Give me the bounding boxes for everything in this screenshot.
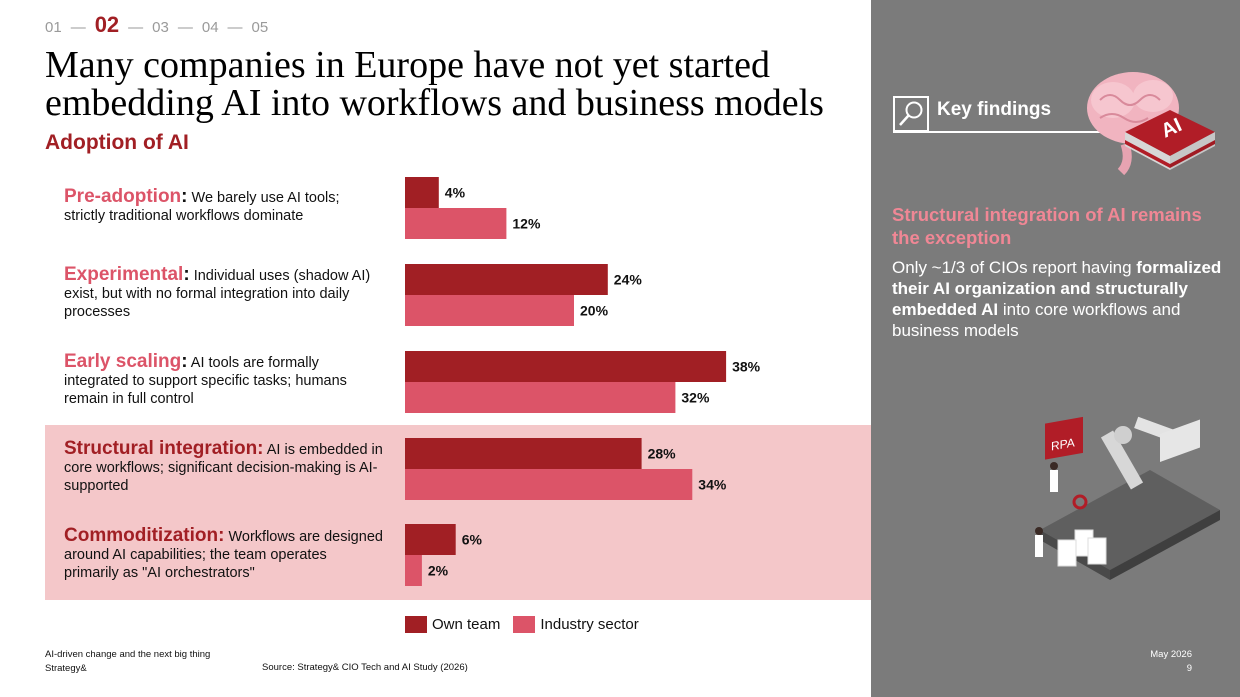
- robotic-process-automation-illustration: RPA: [1035, 416, 1220, 580]
- bar-own-team-4: [405, 438, 642, 469]
- bar-industry-sector-4: [405, 469, 693, 500]
- bar-industry-sector-3: [405, 382, 676, 413]
- legend-swatch: [405, 616, 427, 633]
- bar-own-team-5: [405, 524, 456, 555]
- bar-value-label: 34%: [698, 477, 727, 493]
- category-label: Pre-adoption: [64, 186, 182, 207]
- bar-industry-sector-1: [405, 208, 507, 239]
- category-label: Early scaling: [64, 351, 182, 372]
- step-navigation: 01 — 02 — 03 — 04 — 05: [45, 12, 268, 38]
- bar-industry-sector-5: [405, 555, 422, 586]
- step-04[interactable]: 04: [201, 19, 219, 36]
- bar-value-label: 2%: [428, 563, 449, 579]
- legend-item-own-team: Own team: [405, 616, 500, 633]
- category-structural-integration: Structural integration: AI is embedded i…: [64, 438, 384, 495]
- step-separator: —: [177, 19, 193, 36]
- category-experimental: Experimental: Individual uses (shadow AI…: [64, 264, 371, 320]
- bar-value-label: 24%: [614, 272, 643, 288]
- step-separator: —: [128, 19, 144, 36]
- brain-ai-icon: AI: [1087, 72, 1215, 176]
- legend-label: Industry sector: [540, 616, 639, 633]
- chart-legend: Own team Industry sector: [405, 616, 652, 633]
- category-description: AI is embedded in core workflows; signif…: [64, 442, 383, 494]
- adoption-bar-chart: 4% 12% 24% 20% 38% 32% 28% 34% 6% 2%: [405, 177, 761, 586]
- bar-value-label: 12%: [512, 216, 541, 232]
- page-title: Many companies in Europe have not yet st…: [45, 44, 824, 124]
- page-number: 9: [1186, 663, 1192, 674]
- step-03[interactable]: 03: [152, 19, 169, 36]
- category-description: We barely use AI tools; strictly traditi…: [64, 190, 340, 224]
- bar-own-team-1: [405, 177, 439, 208]
- category-early-scaling: Early scaling: AI tools are formally int…: [64, 351, 347, 407]
- step-05[interactable]: 05: [251, 19, 269, 36]
- magnifier-icon: [893, 96, 929, 132]
- category-label: Structural integration:: [64, 438, 264, 459]
- bar-value-label: 38%: [732, 359, 761, 375]
- legend-item-industry-sector: Industry sector: [513, 616, 639, 633]
- finding-title: Structural integration of AI remains the…: [892, 204, 1202, 248]
- category-pre-adoption: Pre-adoption: We barely use AI tools; st…: [64, 186, 340, 224]
- step-separator: —: [227, 19, 243, 36]
- footer-left: AI-driven change and the next big thing …: [45, 648, 210, 676]
- category-commoditization: Commoditization: Workflows are designed …: [64, 525, 384, 582]
- bar-value-label: 32%: [681, 390, 710, 406]
- category-label: Commoditization:: [64, 525, 225, 546]
- bar-industry-sector-2: [405, 295, 574, 326]
- finding-outro: into core workflows and business models: [892, 300, 1181, 340]
- category-description: AI tools are formally integrated to supp…: [64, 355, 347, 407]
- category-description: Workflows are designed around AI capabil…: [64, 529, 383, 581]
- step-separator: —: [70, 19, 86, 36]
- key-findings-divider: [893, 131, 1103, 133]
- footer-date-page: May 2026 9: [1140, 648, 1192, 676]
- footer-source: Source: Strategy& CIO Tech and AI Study …: [262, 662, 468, 673]
- finding-emphasis: formalized their AI organization and str…: [892, 258, 1222, 319]
- rpa-chip-text: RPA: [1051, 435, 1076, 453]
- finding-body: Only ~1/3 of CIOs report having formaliz…: [892, 257, 1222, 341]
- footer-report-title: AI-driven change and the next big thing: [45, 649, 211, 660]
- legend-label: Own team: [432, 616, 501, 633]
- bar-own-team-3: [405, 351, 727, 382]
- footer-date: May 2026: [1150, 649, 1192, 660]
- finding-intro: Only ~1/3 of CIOs report having: [892, 258, 1137, 277]
- footer-brand: Strategy&: [45, 663, 87, 674]
- step-01[interactable]: 01: [45, 19, 62, 36]
- legend-swatch: [513, 616, 536, 633]
- bar-own-team-2: [405, 264, 608, 295]
- bar-value-label: 20%: [580, 303, 609, 319]
- chart-subtitle: Adoption of AI: [45, 131, 189, 154]
- key-findings-heading: Key findings: [937, 99, 1052, 120]
- bar-value-label: 4%: [445, 185, 466, 201]
- category-description: Individual uses (shadow AI) exist, but w…: [64, 268, 371, 320]
- step-02-active[interactable]: 02: [94, 12, 120, 37]
- bar-value-label: 28%: [648, 446, 677, 462]
- category-label: Experimental: [64, 264, 184, 285]
- bar-value-label: 6%: [462, 532, 483, 548]
